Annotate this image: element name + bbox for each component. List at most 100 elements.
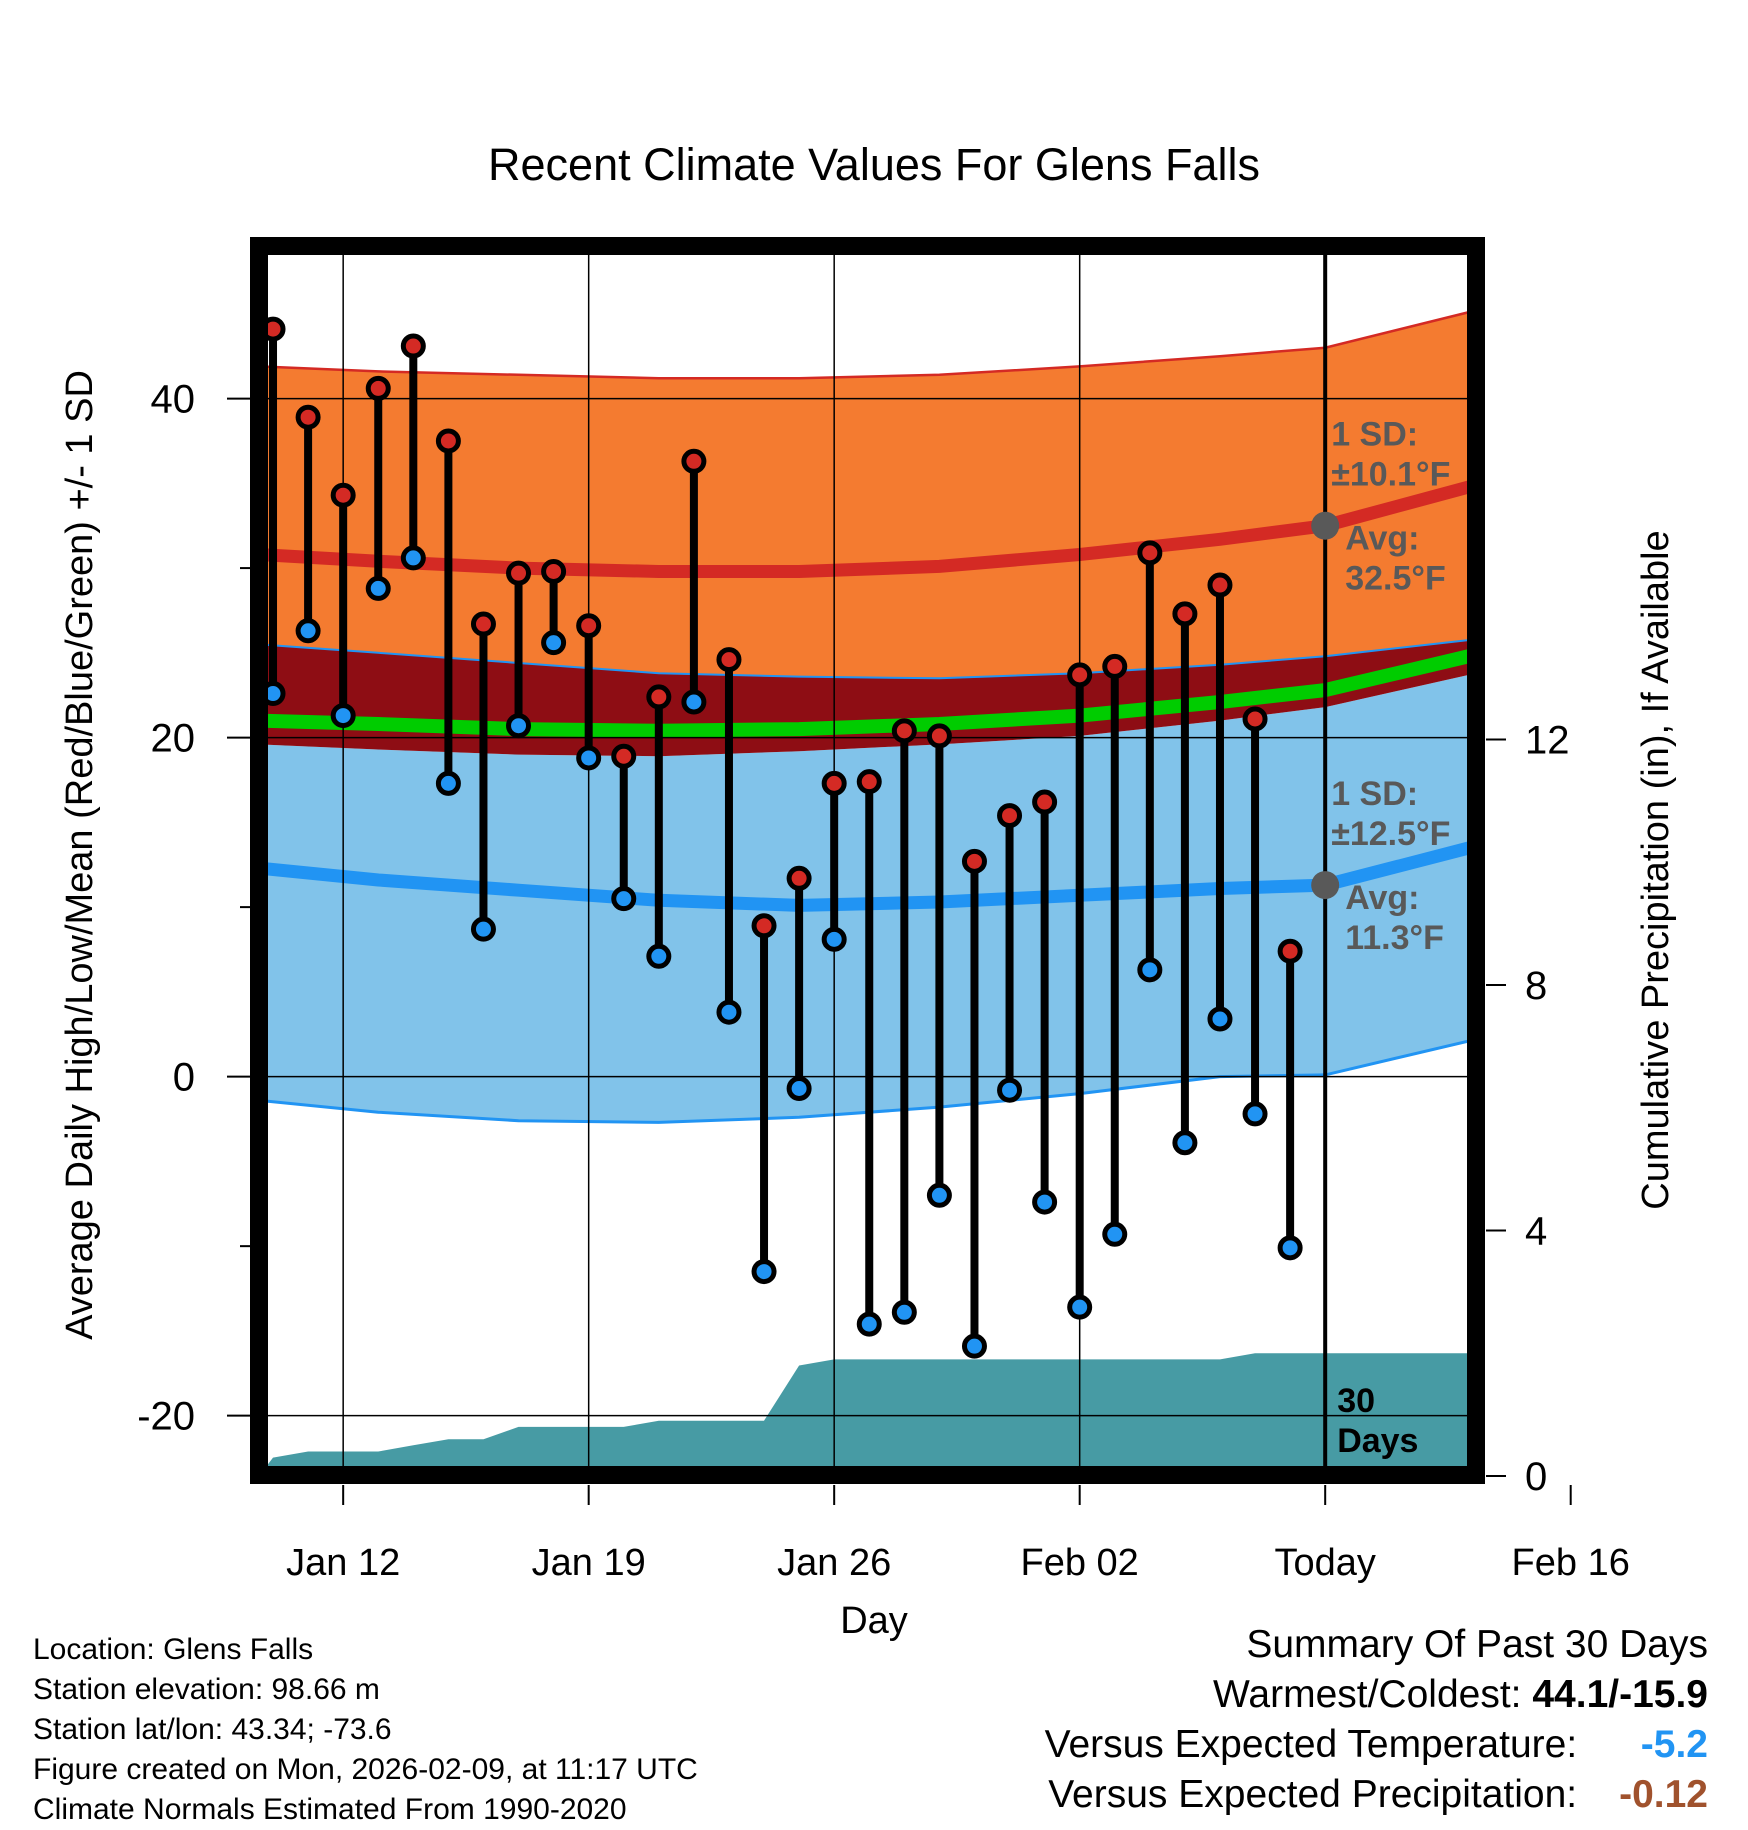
low-sd-label: 1 SD:: [1331, 775, 1418, 813]
x-tick-label: Jan 26: [777, 1542, 891, 1584]
today-low-avg-marker: [1311, 871, 1340, 900]
low-temp-point: [646, 943, 672, 969]
info-latlon: Station lat/lon: 43.34; -73.6: [33, 1713, 392, 1746]
summary-title: Summary Of Past 30 Days: [1246, 1623, 1708, 1666]
y2-tick-label: 8: [1525, 964, 1547, 1008]
high-temp-point: [1067, 662, 1093, 688]
low-temp-point: [1067, 1294, 1093, 1320]
info-location: Location: Glens Falls: [33, 1633, 314, 1666]
high-temp-point: [997, 803, 1023, 829]
high-temp-point: [926, 723, 952, 749]
high-temp-point: [1242, 706, 1268, 732]
high-temp-point: [786, 865, 812, 891]
high-avg-label: Avg:: [1345, 520, 1419, 558]
low-temp-point: [961, 1333, 987, 1359]
high-temp-point: [681, 448, 707, 474]
low-temp-point: [1032, 1189, 1058, 1215]
low-temp-point: [1207, 1006, 1233, 1032]
high-temp-point: [646, 684, 672, 710]
high-temp-point: [1137, 540, 1163, 566]
low-temp-point: [786, 1076, 812, 1102]
low-temp-point: [330, 703, 356, 729]
y-tick-label: 40: [151, 378, 196, 422]
low-temp-point: [576, 745, 602, 771]
high-temp-point: [330, 482, 356, 508]
low-sd-value: ±12.5°F: [1331, 815, 1450, 853]
x-tick-label: Jan 12: [286, 1542, 400, 1584]
low-temp-point: [506, 713, 532, 739]
precip-days-label: Days: [1337, 1422, 1418, 1460]
low-temp-point: [926, 1182, 952, 1208]
high-temp-point: [1207, 572, 1233, 598]
high-temp-point: [470, 611, 496, 637]
precip-value: -0.12: [1619, 1773, 1708, 1816]
y-tick-label: 0: [173, 1056, 195, 1100]
low-temp-point: [1102, 1221, 1128, 1247]
y-tick-label: 20: [151, 717, 196, 761]
y2-tick-label: 0: [1525, 1455, 1547, 1499]
info-normals: Climate Normals Estimated From 1990-2020: [33, 1793, 627, 1826]
warmest-coldest-label: Warmest/Coldest:: [1213, 1673, 1522, 1716]
low-temp-point: [997, 1077, 1023, 1103]
precip-area: [259, 1353, 1476, 1475]
temp-label: Versus Expected Temperature:: [1044, 1723, 1578, 1766]
low-temp-point: [541, 630, 567, 656]
high-temp-point: [506, 560, 532, 586]
high-sd-upper-line: [259, 309, 1476, 380]
y-tick-label: -20: [137, 1395, 195, 1439]
low-temp-point: [295, 618, 321, 644]
y-axis-title: Average Daily High/Low/Mean (Red/Blue/Gr…: [59, 370, 101, 1340]
low-temp-point: [856, 1311, 882, 1337]
high-temp-point: [576, 613, 602, 639]
low-avg-label: Avg:: [1345, 879, 1419, 917]
low-temp-point: [681, 689, 707, 715]
chart-title: Recent Climate Values For Glens Falls: [488, 139, 1260, 190]
low-temp-point: [1172, 1130, 1198, 1156]
high-temp-point: [611, 743, 637, 769]
high-temp-point: [1032, 789, 1058, 815]
summary-panel: Summary Of Past 30 Days Warmest/Coldest:…: [1045, 1620, 1708, 1820]
low-temp-point: [611, 886, 637, 912]
low-temp-point: [1277, 1235, 1303, 1261]
high-avg-value: 32.5°F: [1345, 560, 1446, 598]
high-temp-point: [1277, 938, 1303, 964]
x-tick-label: Feb 16: [1512, 1542, 1630, 1584]
high-temp-point: [821, 770, 847, 796]
high-sd-label: 1 SD:: [1331, 416, 1418, 454]
precip-label: Versus Expected Precipitation:: [1048, 1773, 1578, 1816]
low-temp-point: [1242, 1101, 1268, 1127]
info-elevation: Station elevation: 98.66 m: [33, 1673, 380, 1706]
x-tick-label: Feb 02: [1021, 1542, 1139, 1584]
high-temp-point: [716, 647, 742, 673]
x-tick-label: Today: [1274, 1542, 1375, 1584]
precip-days-count: 30: [1337, 1382, 1375, 1420]
high-temp-point: [435, 428, 461, 454]
temp-value: -5.2: [1640, 1723, 1708, 1766]
low-temp-point: [435, 770, 461, 796]
high-sd-value: ±10.1°F: [1331, 456, 1450, 494]
low-temp-point: [821, 926, 847, 952]
low-temp-point: [716, 999, 742, 1025]
low-temp-point: [400, 545, 426, 571]
high-temp-point: [856, 769, 882, 795]
today-high-avg-marker: [1311, 511, 1340, 540]
high-temp-point: [961, 848, 987, 874]
y2-tick-label: 4: [1525, 1210, 1547, 1254]
x-tick-label: Jan 19: [532, 1542, 646, 1584]
x-axis-title: Day: [840, 1600, 908, 1642]
warmest-coldest-value: 44.1/-15.9: [1532, 1673, 1708, 1716]
high-temp-point: [751, 913, 777, 939]
plot-frame: [250, 237, 1485, 1484]
low-temp-point: [751, 1259, 777, 1285]
low-avg-value: 11.3°F: [1345, 919, 1444, 957]
low-temp-point: [1137, 957, 1163, 983]
high-sd-band: [259, 310, 1476, 679]
high-temp-point: [400, 333, 426, 359]
info-created: Figure created on Mon, 2026-02-09, at 11…: [33, 1753, 698, 1786]
low-temp-point: [365, 575, 391, 601]
low-temp-point: [470, 916, 496, 942]
high-temp-point: [891, 718, 917, 744]
summary-warmest-coldest: Warmest/Coldest: 44.1/-15.9: [1045, 1670, 1708, 1720]
low-temp-point: [891, 1299, 917, 1325]
